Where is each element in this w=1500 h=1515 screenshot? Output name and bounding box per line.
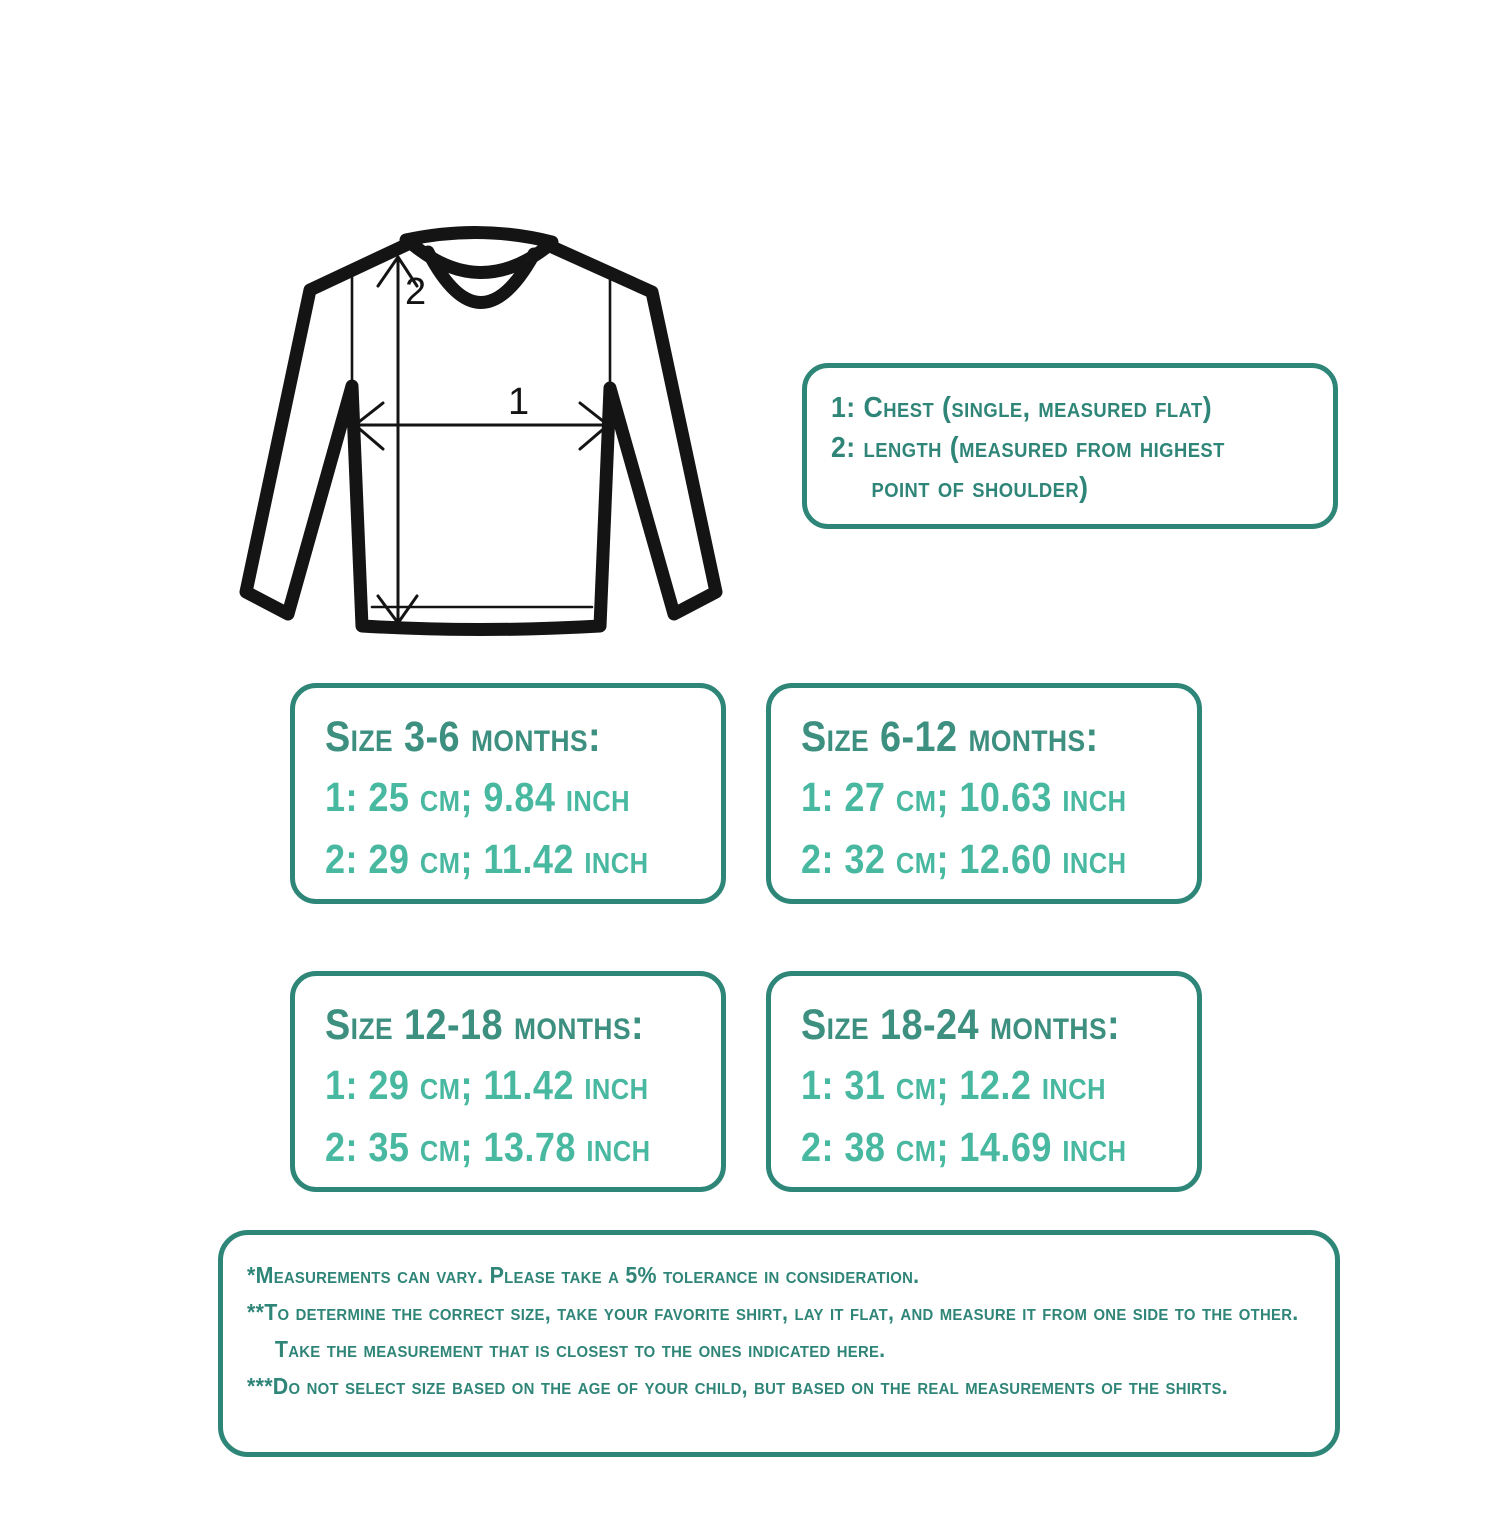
- shirt-diagram: 2 1: [239, 225, 723, 636]
- chest-measurement: 1: 29 cm; 11.42 inch: [325, 1062, 649, 1108]
- note-how-to-measure: **To determine the correct size, take yo…: [247, 1299, 1299, 1325]
- length-measurement: 2: 32 cm; 12.60 inch: [801, 836, 1127, 882]
- size-title: Size 12-18 months:: [325, 1001, 645, 1049]
- note-how-to-measure-cont: Take the measurement that is closest to …: [274, 1336, 886, 1362]
- legend-line-chest: 1: Chest (single, measured flat): [831, 392, 1213, 424]
- length-arrow: [376, 255, 419, 625]
- size-box-18-24-months: Size 18-24 months: 1: 31 cm; 12.2 inch 2…: [766, 971, 1202, 1192]
- shirt-outline: [239, 237, 723, 636]
- disclaimer-text: *Measurements can vary. Please take a 5%…: [247, 1257, 1299, 1405]
- legend-text: 1: Chest (single, measured flat) 2: leng…: [831, 388, 1284, 508]
- size-box-3-6-months: Size 3-6 months: 1: 25 cm; 9.84 inch 2: …: [290, 683, 726, 904]
- collar-band-arc: [421, 245, 541, 309]
- size-title: Size 18-24 months:: [801, 1001, 1121, 1049]
- length-measurement: 2: 35 cm; 13.78 inch: [325, 1124, 651, 1170]
- size-title: Size 3-6 months:: [325, 713, 602, 761]
- chest-measurement: 1: 25 cm; 9.84 inch: [325, 774, 630, 820]
- size-box-6-12-months: Size 6-12 months: 1: 27 cm; 10.63 inch 2…: [766, 683, 1202, 904]
- collar-back-line: [399, 225, 559, 249]
- length-measurement: 2: 38 cm; 14.69 inch: [801, 1124, 1127, 1170]
- length-measurement: 2: 29 cm; 11.42 inch: [325, 836, 649, 882]
- legend-line-length: 2: length (measured from highest: [831, 432, 1225, 464]
- size-box-12-18-months: Size 12-18 months: 1: 29 cm; 11.42 inch …: [290, 971, 726, 1192]
- chest-arrow-label: 1: [508, 381, 529, 423]
- note-age-warning: ***Do not select size based on the age o…: [247, 1373, 1228, 1399]
- length-arrow-label: 2: [405, 271, 426, 313]
- chest-measurement: 1: 27 cm; 10.63 inch: [801, 774, 1127, 820]
- legend-box: 1: Chest (single, measured flat) 2: leng…: [802, 363, 1338, 529]
- size-title: Size 6-12 months:: [801, 713, 1099, 761]
- legend-line-length-cont: point of shoulder): [871, 472, 1089, 504]
- chest-measurement: 1: 31 cm; 12.2 inch: [801, 1062, 1106, 1108]
- disclaimer-box: *Measurements can vary. Please take a 5%…: [218, 1230, 1340, 1457]
- note-tolerance: *Measurements can vary. Please take a 5%…: [247, 1262, 920, 1288]
- chest-arrow: [353, 401, 610, 451]
